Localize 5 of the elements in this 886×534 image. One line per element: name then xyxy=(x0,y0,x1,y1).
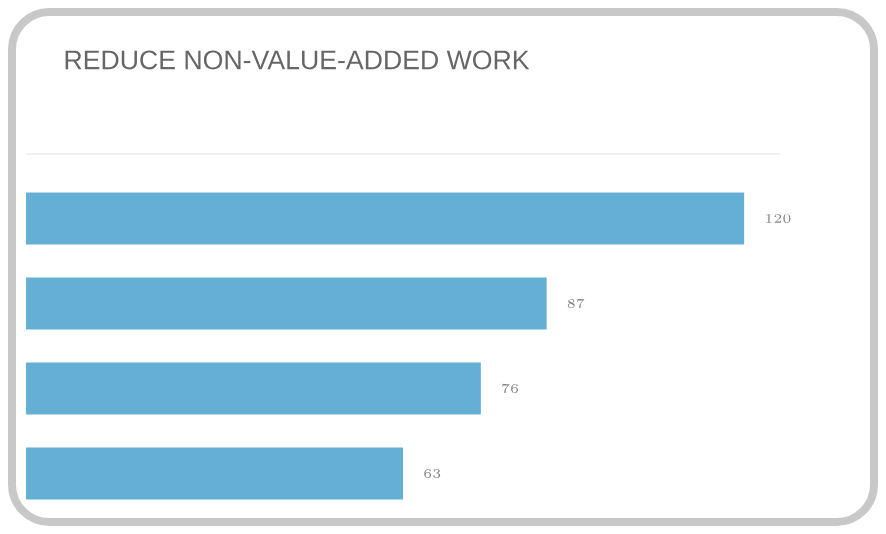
bar xyxy=(26,362,481,415)
bar xyxy=(26,277,547,330)
chart-title: REDUCE NON-VALUE-ADDED WORK xyxy=(65,50,530,70)
bar xyxy=(26,192,745,245)
bar xyxy=(26,447,404,500)
